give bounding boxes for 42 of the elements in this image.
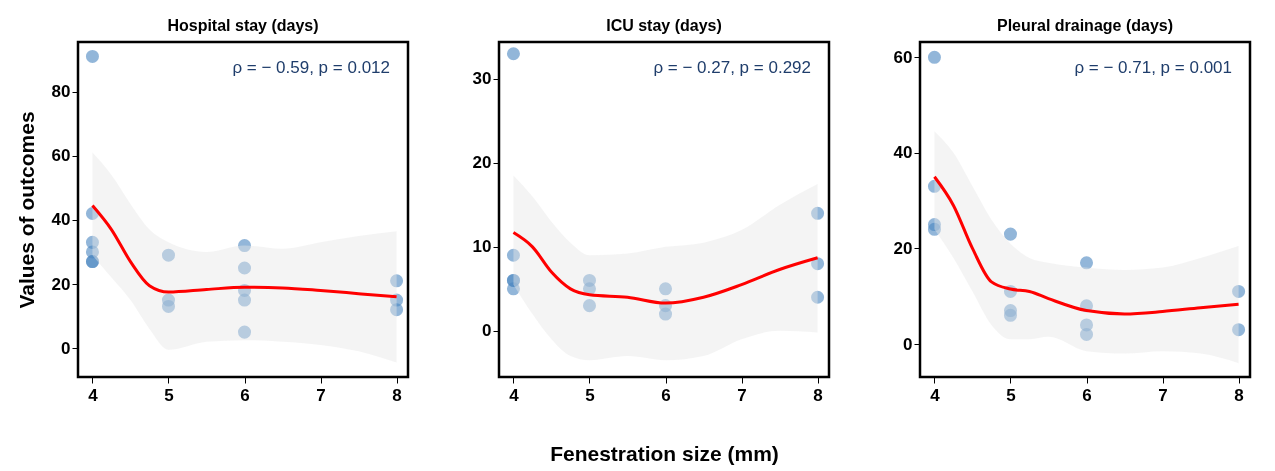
x-tick-label: 8: [813, 385, 823, 405]
y-tick-label: 0: [903, 334, 913, 354]
point: [506, 47, 520, 61]
y-tick-label: 40: [51, 210, 71, 230]
x-tick-label: 8: [1234, 385, 1244, 405]
x-tick-label: 4: [930, 385, 941, 405]
chart-title: Hospital stay (days): [167, 17, 319, 34]
y-tick-label: 80: [51, 82, 71, 102]
x-tick-label: 8: [392, 385, 402, 405]
chart-title: Pleural drainage (days): [996, 17, 1174, 34]
point: [1003, 227, 1017, 241]
chart-title: ICU stay (days): [606, 17, 722, 34]
x-tick-label: 4: [88, 385, 99, 405]
line-series: [932, 175, 1241, 316]
point: [85, 49, 99, 63]
y-tick-label: 0: [61, 338, 71, 358]
x-tick-label: 4: [509, 385, 520, 405]
x-tick-label: 7: [316, 385, 326, 405]
x-tick-label: 6: [1082, 385, 1092, 405]
point: [927, 50, 941, 64]
annotation: ρ = − 0.27, p = 0.292: [653, 58, 811, 77]
y-tick-label: 30: [472, 69, 492, 89]
y-tick-label: 20: [51, 274, 71, 294]
annotation: ρ = − 0.71, p = 0.001: [1074, 58, 1232, 77]
x-tick-label: 5: [1006, 385, 1016, 405]
y-tick-label: 0: [482, 321, 492, 341]
y-tick-label: 10: [472, 237, 492, 257]
y-tick-label: 60: [51, 146, 71, 166]
x-tick-label: 7: [737, 385, 747, 405]
x-tick-label: 6: [661, 385, 671, 405]
annotation: ρ = − 0.59, p = 0.012: [232, 58, 390, 77]
x-axis-title: Fenestration size (mm): [550, 441, 779, 465]
y-axis-title: Values of outcomes: [14, 111, 38, 309]
x-tick-label: 6: [240, 385, 250, 405]
x-tick-label: 5: [585, 385, 595, 405]
x-tick-label: 7: [1158, 385, 1168, 405]
y-tick-label: 20: [472, 153, 492, 173]
point: [1080, 256, 1094, 270]
x-tick-label: 5: [164, 385, 174, 405]
y-tick-label: 20: [893, 238, 913, 258]
y-tick-label: 60: [893, 47, 913, 67]
y-tick-label: 40: [893, 143, 913, 163]
